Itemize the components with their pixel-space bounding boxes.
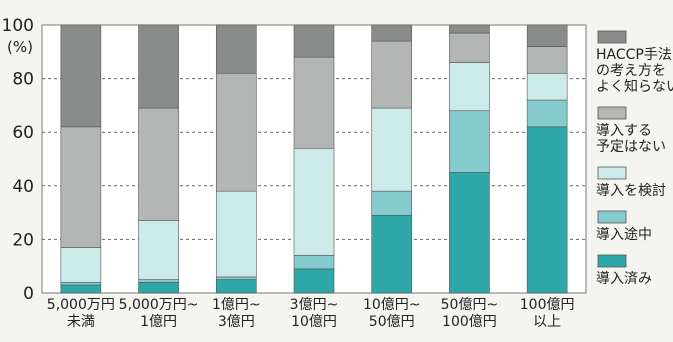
- bar-segment: [371, 24, 413, 42]
- x-tick-label: 以上: [533, 314, 561, 330]
- bar-segment: [526, 72, 568, 101]
- x-tick-label: 100億円: [442, 314, 497, 330]
- bar-segment: [526, 99, 568, 128]
- x-tick-label: 50億円: [369, 314, 415, 330]
- bar-segment: [293, 255, 335, 270]
- bar-segment: [215, 24, 257, 74]
- legend-swatch: [597, 106, 627, 120]
- bar-segment: [371, 40, 413, 109]
- y-tick-label: 80: [12, 70, 34, 90]
- bar-segment: [371, 190, 413, 216]
- legend-swatch: [597, 30, 627, 44]
- legend-label: の考え方を: [596, 63, 666, 79]
- bar-segment: [138, 281, 179, 294]
- y-axis-label: (%): [7, 38, 33, 56]
- bar-segment: [60, 284, 102, 294]
- x-tick-label: 10億円~: [363, 297, 421, 313]
- x-tick-label: 3億円~: [290, 297, 339, 313]
- legend-swatch: [597, 210, 627, 224]
- bar-segment: [60, 247, 102, 283]
- x-tick-label: 5,000万円~: [119, 297, 199, 313]
- bar-segment: [449, 110, 490, 173]
- legend-label: 導入を検討: [596, 183, 666, 199]
- y-tick-label: 40: [12, 177, 34, 197]
- legend-label: HACCP手法: [596, 47, 672, 63]
- bar-segment: [449, 24, 490, 34]
- bar-segment: [60, 281, 102, 286]
- bar-segment: [138, 107, 179, 221]
- x-tick-label: 100億円: [520, 297, 575, 313]
- legend-label: 導入途中: [596, 226, 652, 243]
- y-tick-label: 100: [2, 16, 34, 36]
- legend-swatch: [597, 166, 627, 180]
- bar-segment: [138, 24, 179, 109]
- y-tick-label: 20: [12, 230, 34, 250]
- bar-segment: [138, 220, 179, 280]
- x-tick-label: 10億円: [291, 314, 337, 330]
- x-tick-label: 1億円~: [212, 297, 261, 313]
- bar-segment: [138, 279, 179, 283]
- bar-segment: [449, 32, 490, 63]
- bar-segment: [526, 126, 568, 294]
- x-tick-label: 1億円: [140, 314, 177, 330]
- legend-swatch: [597, 254, 627, 268]
- x-tick-label: 未満: [67, 314, 95, 330]
- bar-segment: [293, 24, 335, 58]
- bar-segment: [449, 172, 490, 294]
- bar-segment: [449, 62, 490, 112]
- bar-segment: [60, 126, 102, 248]
- bar-segment: [293, 147, 335, 256]
- x-tick-label: 50億円~: [441, 297, 499, 313]
- bar-segment: [371, 214, 413, 294]
- x-tick-label: 3億円: [218, 314, 255, 330]
- bar-segment: [215, 190, 257, 278]
- bar-segment: [526, 24, 568, 47]
- bar-segment: [293, 268, 335, 294]
- bar-segment: [526, 46, 568, 74]
- bar-segment: [215, 276, 257, 280]
- bar-segment: [215, 72, 257, 192]
- bar-segment: [371, 107, 413, 192]
- bar-segment: [215, 279, 257, 294]
- bar-segment: [293, 56, 335, 149]
- x-tick-label: 5,000万円: [47, 297, 115, 313]
- legend-label: よく知らない: [596, 78, 673, 95]
- legend-label: 導入済み: [596, 271, 652, 287]
- bar-segment: [60, 24, 102, 128]
- y-tick-label: 60: [12, 123, 34, 143]
- legend-label: 導入する: [596, 123, 652, 139]
- y-tick-label: 0: [23, 284, 34, 304]
- legend-label: 予定はない: [596, 139, 666, 155]
